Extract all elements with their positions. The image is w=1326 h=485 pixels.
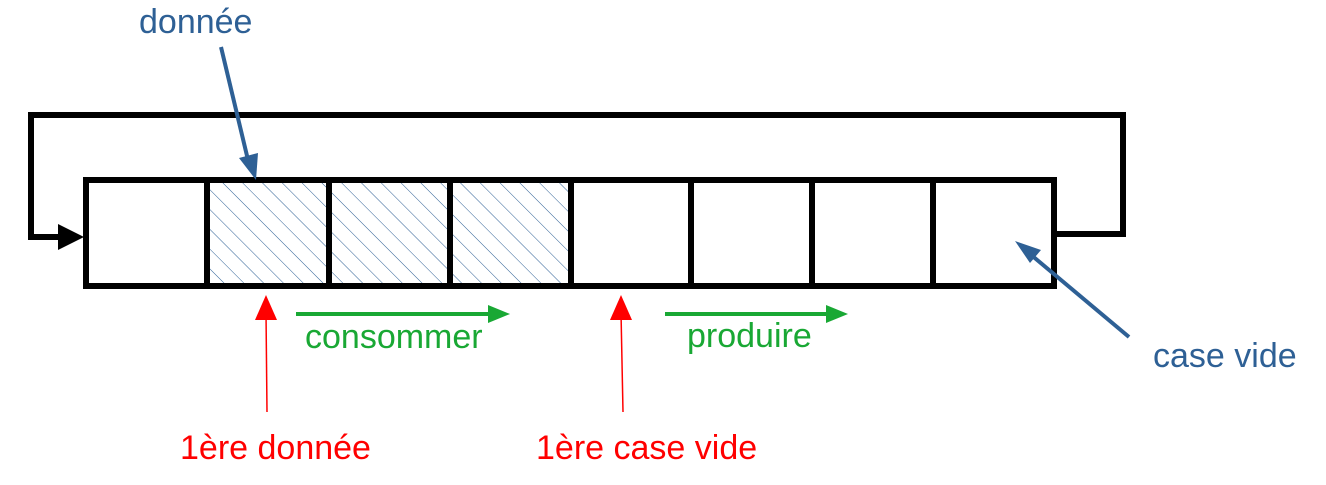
empty-cell-label: case vide: [1153, 337, 1297, 375]
produce-arrowhead: [826, 305, 848, 323]
first-data-arrow: [265, 311, 268, 413]
first-data-arrowhead: [255, 295, 277, 320]
first-empty-arrowhead: [610, 295, 632, 320]
produce-label: produire: [687, 317, 812, 355]
filled-cell-2: [329, 180, 450, 286]
first-empty-label: 1ère case vide: [536, 429, 757, 467]
data-pointer-arrowhead: [239, 153, 258, 180]
data-cell-label: donnée: [139, 3, 252, 41]
first-data-label: 1ère donnée: [180, 429, 371, 467]
cell-dividers: [204, 180, 936, 286]
empty-pointer-arrow: [1028, 252, 1131, 339]
consume-arrowhead: [488, 305, 510, 323]
filled-cell-3: [450, 180, 571, 286]
first-empty-arrow: [620, 311, 624, 413]
data-pointer-arrow: [219, 46, 250, 161]
empty-pointer-arrowhead: [1015, 241, 1041, 263]
filled-cell-1: [207, 180, 329, 286]
wraparound-loop: [28, 112, 1126, 240]
consume-label: consommer: [305, 318, 483, 356]
wraparound-arrowhead: [58, 224, 84, 250]
